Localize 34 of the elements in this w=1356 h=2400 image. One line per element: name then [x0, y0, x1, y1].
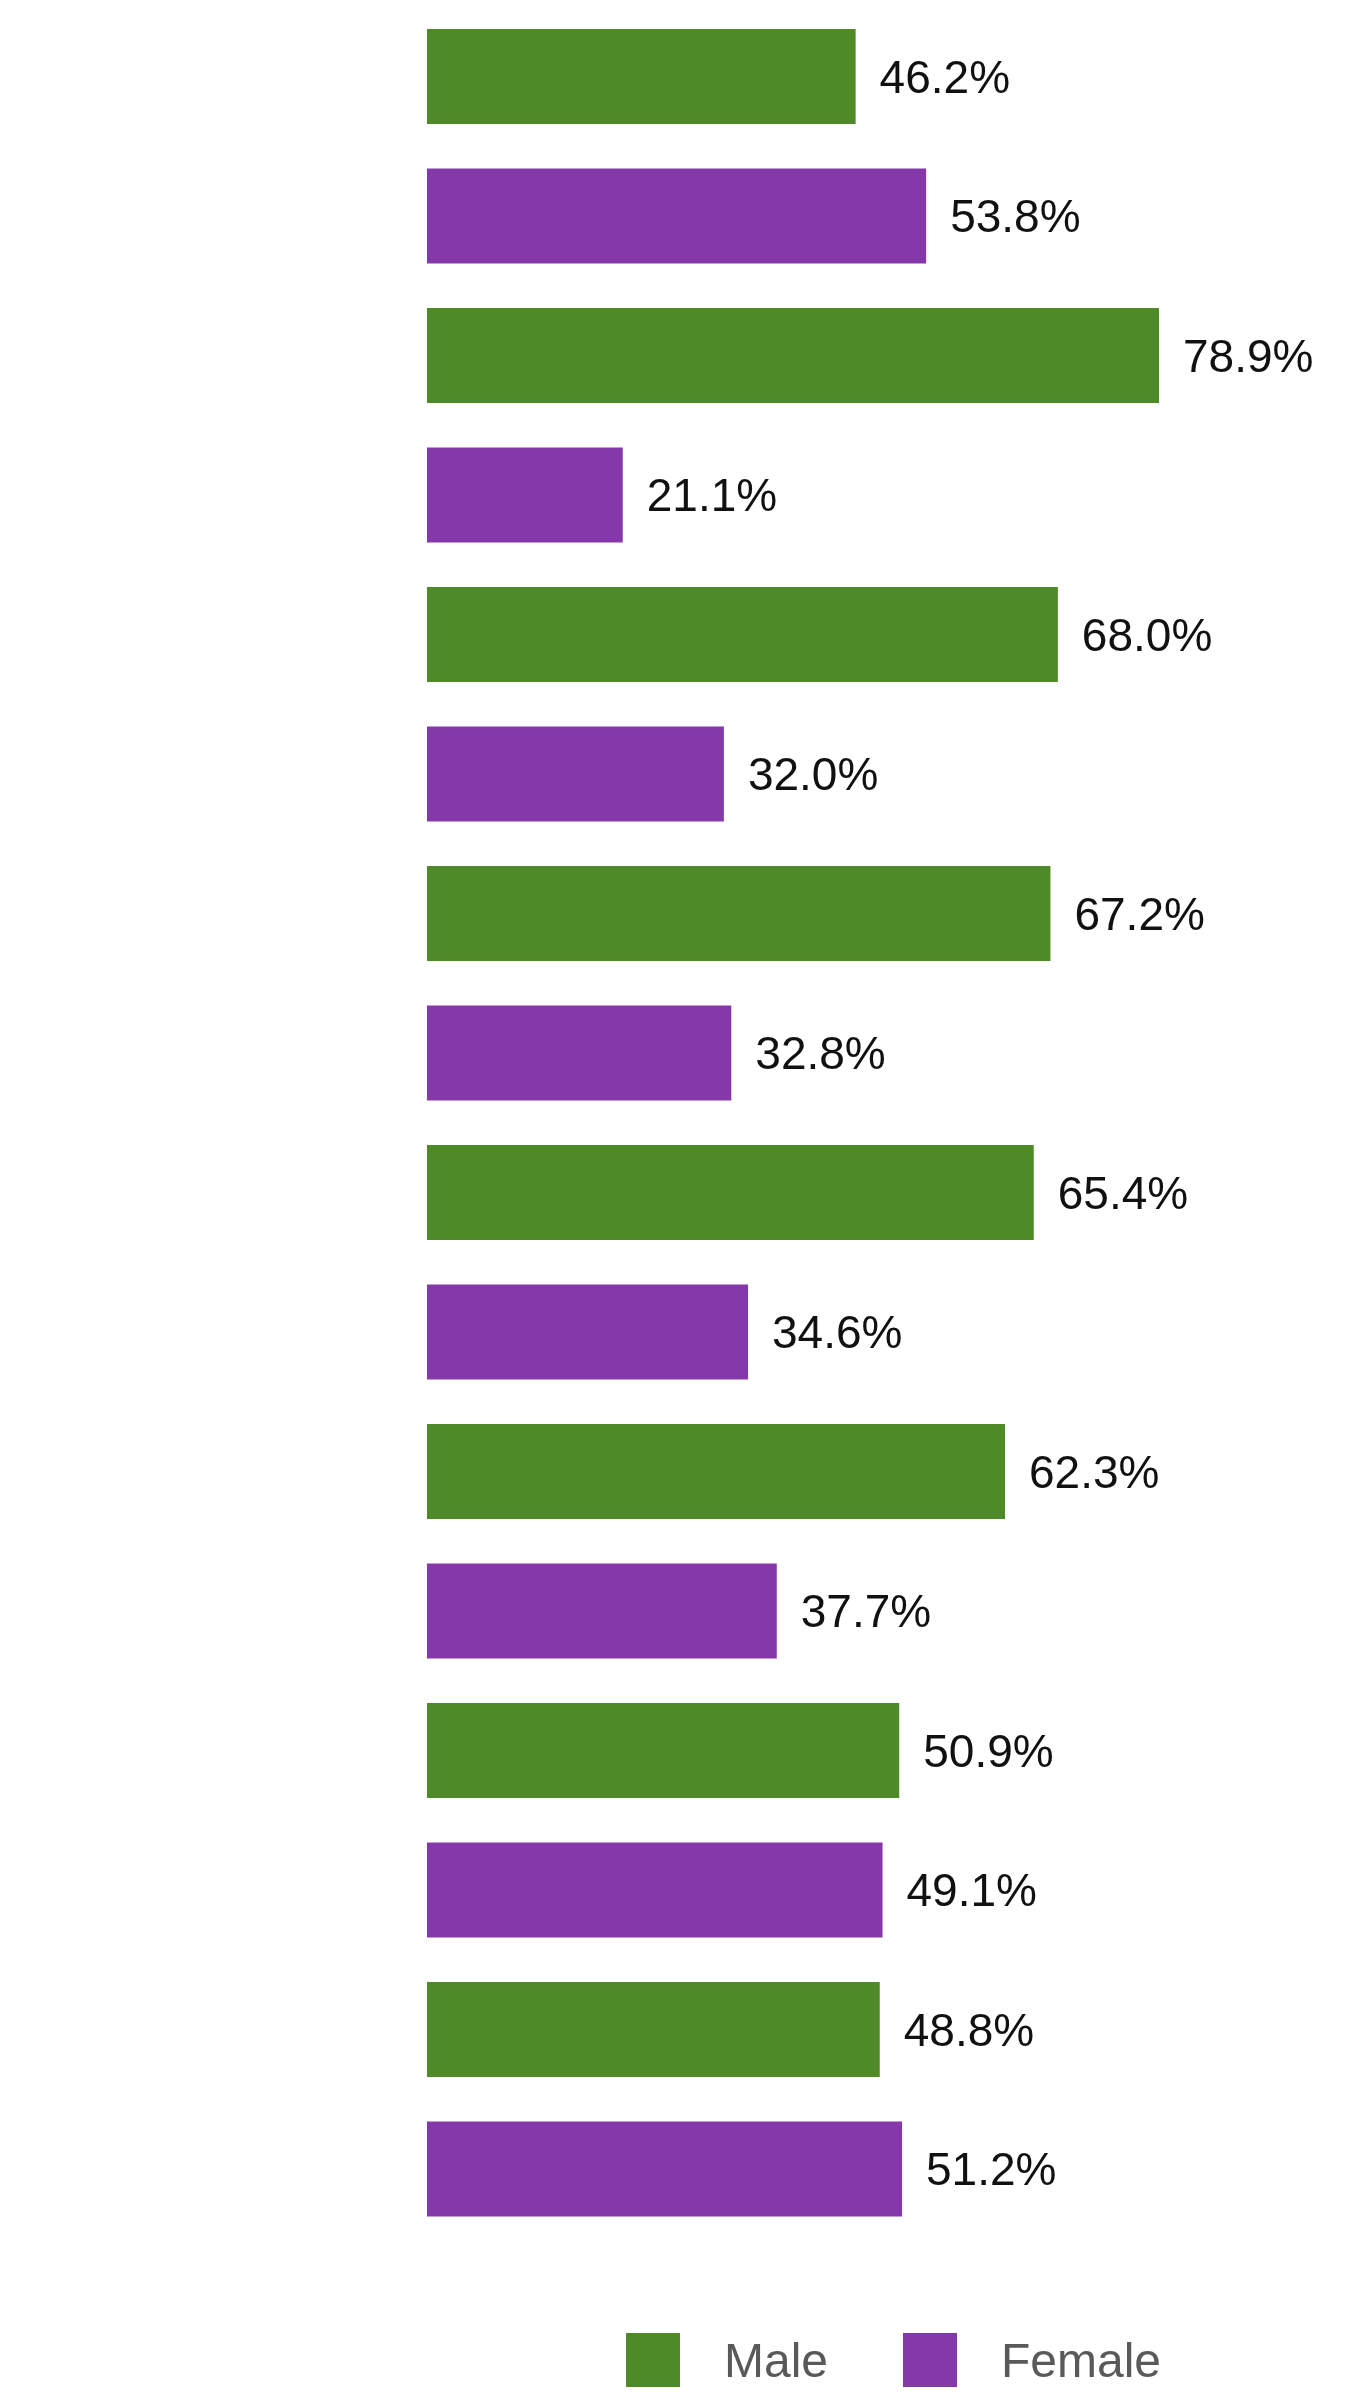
- bar: [427, 1424, 1005, 1519]
- data-label: 21.1%: [646, 469, 778, 521]
- bar: [427, 308, 1159, 403]
- bar: [427, 447, 623, 543]
- data-label: 68.0%: [1081, 608, 1213, 661]
- bar: [427, 1563, 777, 1659]
- legend-label: Male: [724, 2333, 829, 2387]
- bar: [427, 1145, 1034, 1240]
- data-label: 34.6%: [772, 1306, 903, 1358]
- legend-label: Female: [1001, 2333, 1162, 2387]
- bar: [427, 1842, 883, 1938]
- data-label: 48.8%: [903, 2003, 1035, 2056]
- bar: [427, 2121, 903, 2217]
- bar: [427, 726, 724, 822]
- data-label: 62.3%: [1028, 1445, 1160, 1498]
- data-label: 37.7%: [800, 1585, 932, 1637]
- bar: [427, 1005, 732, 1101]
- bar: [427, 29, 856, 124]
- data-label: 78.9%: [1183, 329, 1314, 382]
- bar: [427, 1703, 900, 1798]
- bar: [427, 1982, 880, 2077]
- data-label: 65.4%: [1057, 1166, 1189, 1219]
- data-label: 32.8%: [755, 1027, 886, 1079]
- bar: [427, 168, 927, 264]
- data-label: 49.1%: [906, 1864, 1037, 1916]
- bar: [427, 587, 1058, 682]
- data-label: 53.8%: [950, 190, 1081, 242]
- data-label: 67.2%: [1074, 887, 1205, 940]
- data-label: 32.0%: [747, 748, 879, 800]
- data-label: 51.2%: [926, 2143, 1057, 2195]
- data-label: 46.2%: [879, 50, 1011, 103]
- bar: [427, 866, 1051, 961]
- data-label: 50.9%: [923, 1724, 1054, 1777]
- bar: [427, 1284, 748, 1380]
